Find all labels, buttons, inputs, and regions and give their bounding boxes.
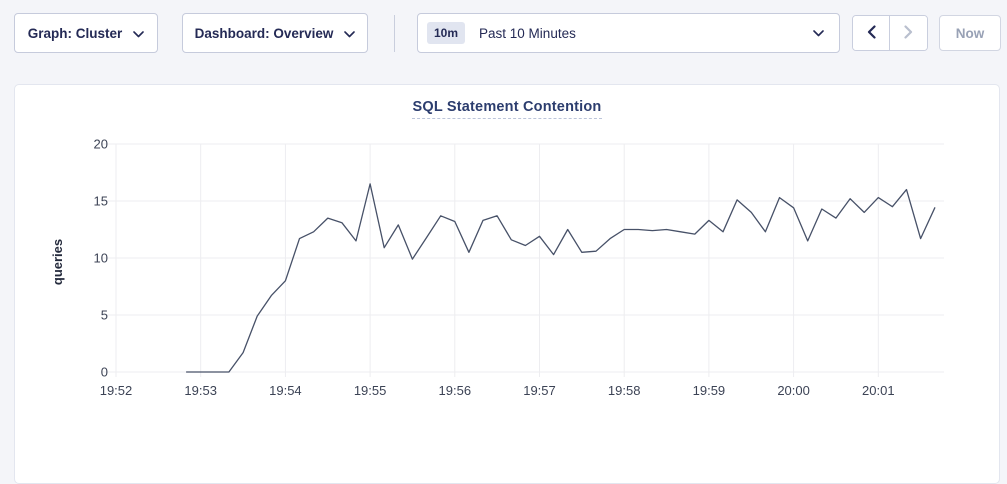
chevron-down-icon — [133, 26, 145, 41]
now-button[interactable]: Now — [939, 15, 1001, 51]
chart-title-row: SQL Statement Contention — [15, 98, 999, 122]
x-tick-label: 19:53 — [184, 383, 217, 398]
x-tick-label: 19:52 — [100, 383, 133, 398]
chevron-right-icon — [904, 24, 913, 42]
dashboard-dropdown-label: Dashboard: Overview — [194, 25, 334, 41]
toolbar-divider — [394, 14, 395, 52]
chevron-down-icon — [813, 24, 824, 42]
x-tick-label: 20:00 — [777, 383, 810, 398]
dashboard-dropdown[interactable]: Dashboard: Overview — [182, 13, 368, 53]
time-range-badge: 10m — [427, 22, 466, 44]
previous-time-button[interactable] — [853, 16, 890, 50]
time-range-label: Past 10 Minutes — [479, 25, 576, 41]
grid-lines — [102, 143, 944, 377]
chart-panel: SQL Statement Contention 0 5 10 15 20 19:52 19… — [14, 84, 1000, 484]
time-range-dropdown[interactable]: 10m Past 10 Minutes — [417, 13, 840, 53]
top-toolbar: Graph: Cluster Dashboard: Overview 10m P… — [14, 13, 1001, 53]
chart-title: SQL Statement Contention — [412, 99, 602, 119]
y-tick-label: 20 — [94, 137, 108, 152]
graph-scope-dropdown-label: Graph: Cluster — [27, 25, 123, 41]
x-tick-label: 19:58 — [608, 383, 641, 398]
axis-labels: 0 5 10 15 20 19:52 19:53 19:54 19:55 19:56 19:57 19… — [50, 137, 895, 399]
next-time-button[interactable] — [890, 16, 927, 50]
y-tick-label: 5 — [101, 308, 108, 323]
x-tick-label: 19:54 — [269, 383, 302, 398]
y-axis-title: queries — [50, 239, 65, 285]
y-tick-label: 15 — [94, 194, 108, 209]
sql-statement-contention-chart[interactable]: 0 5 10 15 20 19:52 19:53 19:54 19:55 19:56 19:57 19… — [18, 122, 998, 414]
series — [185, 183, 936, 373]
x-tick-label: 20:01 — [862, 383, 895, 398]
chevron-down-icon — [344, 26, 356, 41]
y-tick-label: 0 — [101, 365, 108, 380]
series-line-queries — [185, 183, 936, 373]
x-tick-label: 19:57 — [523, 383, 556, 398]
x-tick-label: 19:55 — [354, 383, 387, 398]
y-tick-label: 10 — [94, 251, 108, 266]
chevron-left-icon — [867, 24, 876, 42]
time-step-button-group — [852, 15, 928, 51]
x-tick-label: 19:59 — [693, 383, 726, 398]
graph-scope-dropdown[interactable]: Graph: Cluster — [14, 13, 158, 53]
x-tick-label: 19:56 — [439, 383, 472, 398]
